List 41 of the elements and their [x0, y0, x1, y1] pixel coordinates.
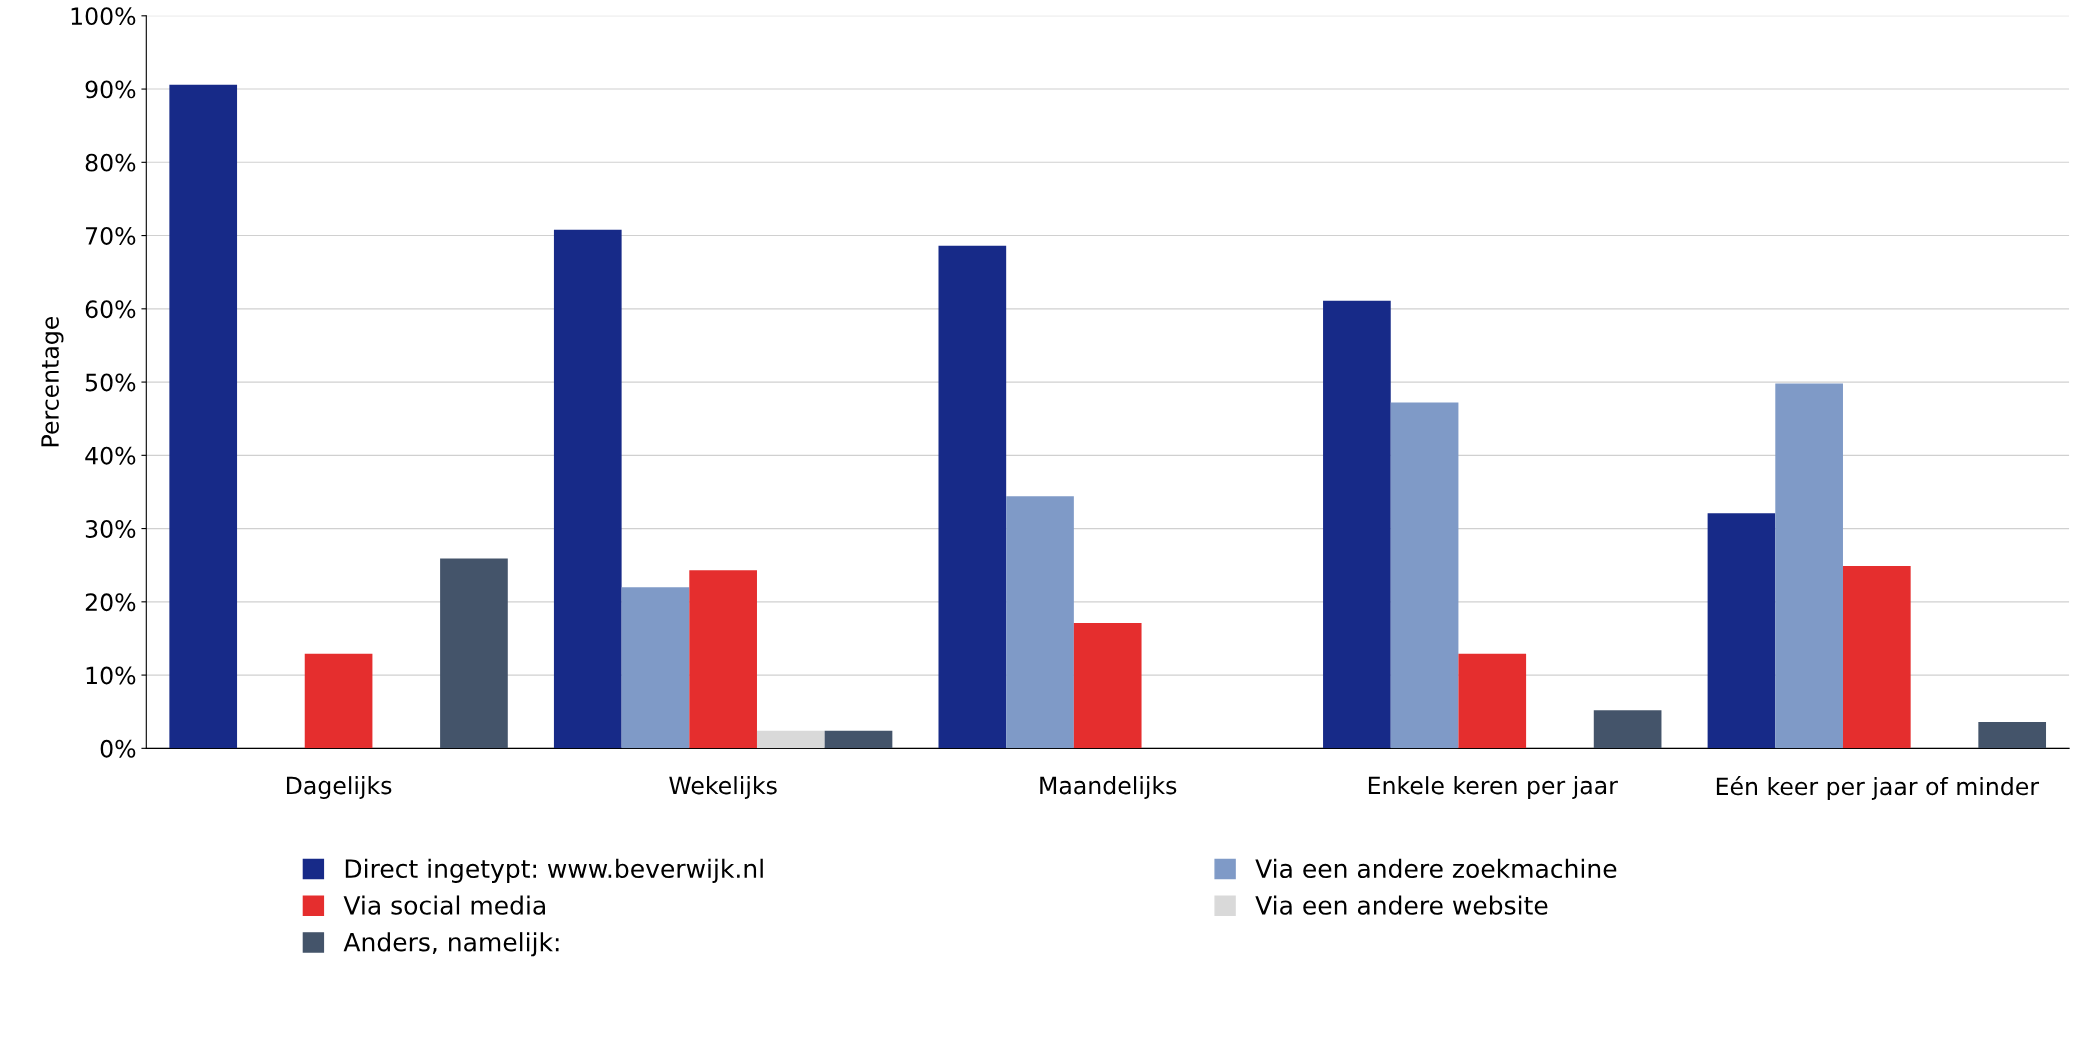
bar: [938, 245, 1007, 749]
legend-label: Anders, namelijk:: [343, 932, 559, 957]
x-tick-label: Wekelijks: [669, 776, 777, 799]
bar: [1707, 513, 1776, 749]
y-tick-label: 60%: [85, 300, 136, 319]
legend-label: Via een andere website: [1255, 895, 1548, 915]
y-tick-label: 0%: [100, 739, 136, 758]
bar: [1775, 383, 1843, 749]
x-tick-label: Maandelijks: [1040, 776, 1177, 799]
legend-label: Via een andere zoekmachine: [1255, 858, 1617, 879]
y-tick-label: 50%: [85, 373, 136, 392]
legend-label: Direct ingetypt: www.beverwijk.nl: [345, 858, 763, 883]
x-tick-label: Eén keer per jaar of minder: [1716, 776, 2040, 800]
bar: [1842, 565, 1911, 749]
bar: [1073, 623, 1142, 749]
x-tick-label: Enkele keren per jaar: [1368, 776, 1618, 799]
y-tick-label: 10%: [86, 666, 136, 685]
bar: [169, 84, 238, 749]
bar: [440, 558, 508, 749]
bar: [1390, 402, 1459, 749]
bar: [1323, 300, 1391, 749]
bar: [756, 730, 825, 749]
bar: [1593, 710, 1662, 749]
bar: [1458, 653, 1527, 749]
y-tick-label: 70%: [86, 227, 136, 245]
legend-label: Via social media: [343, 895, 545, 915]
x-tick-label: Dagelijks: [286, 776, 392, 799]
y-axis-title: Percentage: [41, 316, 64, 447]
bar: [689, 570, 757, 749]
bar: [1006, 496, 1074, 749]
y-tick-label: 20%: [85, 593, 136, 612]
bar: [621, 587, 690, 749]
bar: [824, 730, 893, 749]
bar: [1978, 721, 2047, 749]
y-tick-label: 80%: [85, 153, 136, 172]
y-tick-label: 100%: [71, 7, 136, 26]
bar: [553, 229, 622, 749]
y-tick-label: 40%: [85, 446, 136, 465]
y-tick-label: 90%: [85, 80, 136, 99]
bar: [304, 653, 373, 749]
y-tick-label: 30%: [85, 520, 136, 538]
